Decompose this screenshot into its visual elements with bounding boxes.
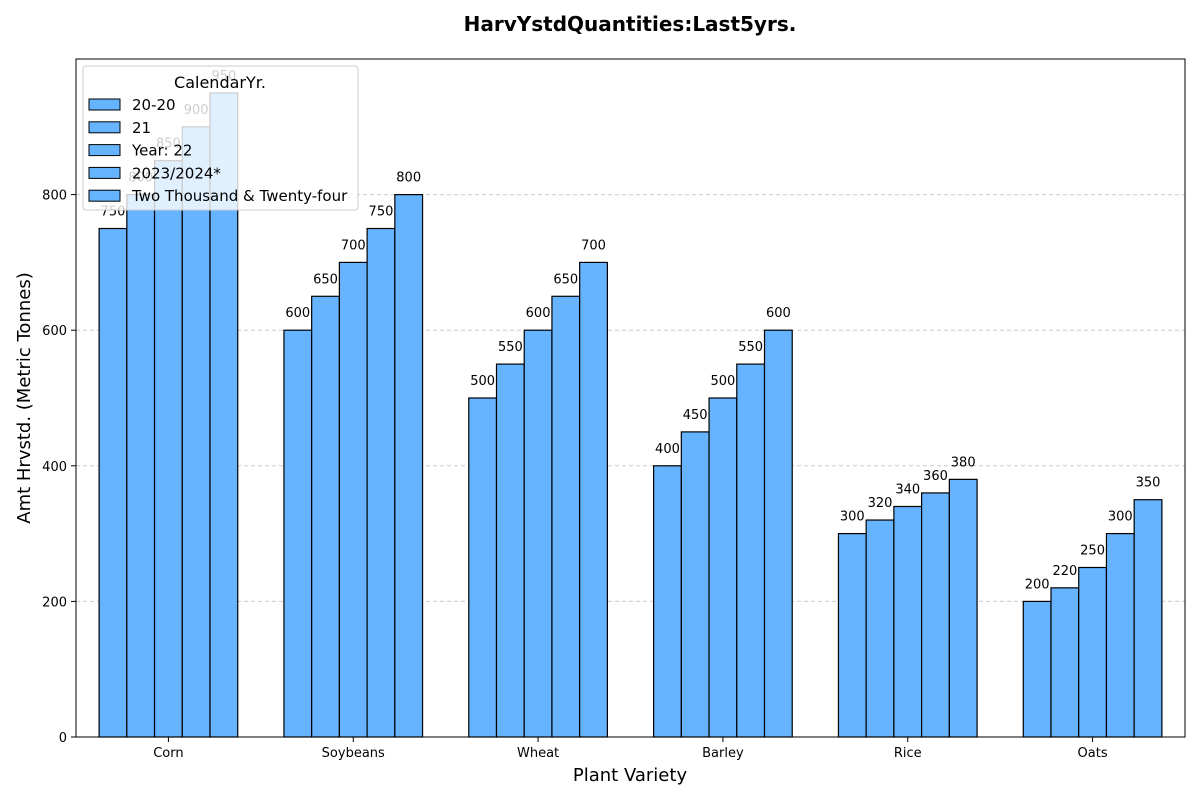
legend-title: CalendarYr.	[174, 73, 266, 92]
bar	[838, 534, 866, 737]
data-label: 350	[1136, 476, 1161, 491]
x-axis-label: Plant Variety	[573, 765, 688, 786]
x-tick-label: Corn	[153, 746, 183, 761]
legend-swatch	[89, 145, 120, 156]
legend-entry: Year: 22	[131, 142, 192, 160]
bar	[339, 262, 367, 737]
data-label: 360	[923, 469, 948, 484]
y-tick-label: 400	[42, 460, 67, 475]
data-label: 550	[498, 340, 523, 355]
y-axis-label: Amt Hrvstd. (Metric Tonnes)	[14, 272, 35, 523]
data-label: 500	[470, 374, 495, 389]
legend-swatch	[89, 122, 120, 133]
data-label: 300	[840, 510, 865, 525]
bar	[1079, 568, 1107, 738]
x-axis-ticks: Corn Soybeans Wheat Barley Rice Oats	[153, 737, 1108, 761]
x-tick-label: Soybeans	[322, 746, 385, 761]
data-label: 250	[1080, 544, 1105, 559]
y-tick-label: 200	[42, 595, 67, 610]
grid-lines	[76, 195, 1185, 602]
bar	[1023, 601, 1051, 737]
bar	[524, 330, 552, 737]
bar	[99, 229, 127, 738]
data-label: 320	[868, 496, 893, 511]
bar	[709, 398, 737, 737]
chart-title: HarvYstdQuantities:Last5yrs.	[464, 12, 797, 36]
data-label: 650	[553, 272, 578, 287]
bar	[654, 466, 682, 737]
data-label: 400	[655, 442, 680, 457]
bar	[127, 195, 155, 737]
legend-swatch	[89, 190, 120, 201]
data-label: 700	[581, 238, 606, 253]
data-label: 600	[766, 306, 791, 321]
bar	[894, 506, 922, 737]
x-tick-label: Rice	[894, 746, 922, 761]
bar	[580, 262, 608, 737]
legend: CalendarYr. 20-20 21 Year: 22 2023/2024* Two…	[83, 66, 358, 210]
legend-swatch	[89, 167, 120, 178]
legend-entry: 21	[132, 119, 151, 137]
data-label: 600	[285, 306, 310, 321]
legend-entry: Two Thousand & Twenty-four	[131, 187, 348, 205]
bar	[922, 493, 950, 737]
bar	[367, 229, 395, 738]
bar	[737, 364, 765, 737]
bar	[552, 296, 580, 737]
bar	[469, 398, 497, 737]
y-axis-ticks: 0 200 400 600 800	[42, 189, 76, 746]
data-label: 550	[738, 340, 763, 355]
data-label: 340	[895, 482, 920, 497]
y-tick-label: 600	[42, 324, 67, 339]
data-label: 700	[341, 238, 366, 253]
bar	[155, 161, 183, 737]
bar	[496, 364, 524, 737]
bar	[866, 520, 894, 737]
bar	[395, 195, 423, 737]
data-label: 380	[951, 455, 976, 470]
legend-entry: 2023/2024*	[132, 164, 221, 182]
data-label: 220	[1052, 564, 1077, 579]
bar	[1134, 500, 1162, 737]
data-label: 500	[711, 374, 736, 389]
y-tick-label: 0	[59, 731, 67, 746]
data-label: 300	[1108, 510, 1133, 525]
data-label: 650	[313, 272, 338, 287]
legend-swatch	[89, 99, 120, 110]
x-tick-label: Barley	[702, 746, 744, 761]
data-label: 450	[683, 408, 708, 423]
bar	[312, 296, 340, 737]
data-label: 600	[526, 306, 551, 321]
bar	[765, 330, 793, 737]
legend-entry: 20-20	[132, 96, 176, 114]
bar	[1106, 534, 1134, 737]
bar	[182, 127, 210, 737]
bar	[284, 330, 312, 737]
data-label: 200	[1025, 577, 1050, 592]
bar	[1051, 588, 1079, 737]
x-tick-label: Oats	[1078, 746, 1108, 761]
data-label: 800	[396, 171, 421, 186]
x-tick-label: Wheat	[517, 746, 559, 761]
y-tick-label: 800	[42, 189, 67, 204]
bar	[681, 432, 709, 737]
data-label: 750	[369, 205, 394, 220]
bar	[949, 479, 977, 737]
